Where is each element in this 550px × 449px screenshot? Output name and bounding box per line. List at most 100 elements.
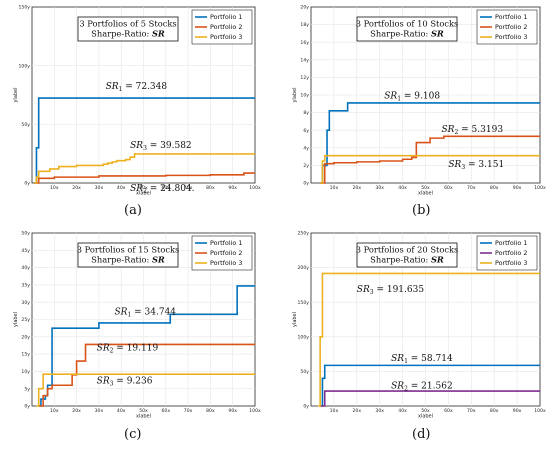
- y-tick-label: 10y: [21, 369, 30, 375]
- sharpe-annotation-1: SR1 = 34.744: [115, 307, 177, 318]
- legend-label-3: Portfolio 3: [495, 259, 527, 267]
- x-tick-label: 40x: [398, 408, 407, 414]
- chart-subtitle: Sharpe-Ratio: SR: [91, 29, 165, 39]
- chart-panel-b: 0y 2y 4y 6y 8y 10y 12y 14y 16y 18y 20y 10x 20x 30x 40x…: [278, 0, 548, 200]
- legend-label-2: Portfolio 2: [210, 249, 242, 257]
- x-tick-label: 50x: [421, 408, 430, 414]
- sharpe-annotation-2: SR2 = 24.804.: [130, 184, 195, 195]
- x-tick-label: 30x: [375, 408, 384, 414]
- x-tick-label: 70x: [184, 408, 193, 414]
- sharpe-annotation-2: SR2 = 19.119: [97, 344, 159, 355]
- series-line-3: [320, 154, 540, 184]
- x-tick-label: 30x: [95, 185, 104, 191]
- legend-label-1: Portfolio 1: [210, 239, 242, 247]
- chart-title: 3 Portfolios of 5 Stocks: [79, 19, 176, 29]
- y-tick-label: 16y: [300, 40, 309, 46]
- x-tick-label: 40x: [117, 408, 126, 414]
- title-box: [77, 242, 179, 268]
- series-line-2: [34, 172, 255, 184]
- y-tick-label: 250y: [298, 231, 310, 237]
- chart-title: 3 Portfolios of 20 Stocks: [356, 245, 459, 255]
- legend-label-2: Portfolio 2: [210, 23, 242, 31]
- sharpe-annotation-1: SR1 = 72.348: [106, 82, 168, 93]
- sharpe-annotation-1: SR1 = 9.108: [384, 92, 440, 103]
- sharpe-annotation-3: SR3 = 39.582: [130, 141, 192, 152]
- title-box: [356, 242, 458, 268]
- x-tick-label: 20x: [72, 408, 81, 414]
- y-tick-label: 6y: [303, 128, 309, 134]
- y-tick-label: 150y: [19, 5, 31, 11]
- y-tick-label: 20y: [300, 5, 309, 11]
- x-tick-label: 60x: [444, 408, 453, 414]
- y-tick-label: 5y: [24, 386, 30, 392]
- y-tick-label: 12y: [300, 75, 309, 81]
- x-tick-label: 90x: [513, 408, 522, 414]
- y-tick-label: 0y: [24, 181, 30, 187]
- y-tick-label: 150y: [298, 300, 310, 306]
- x-tick-label: 70x: [467, 408, 476, 414]
- x-tick-label: 100x: [249, 408, 261, 414]
- x-tick-label: 10x: [50, 185, 59, 191]
- series-line-2: [38, 343, 255, 407]
- x-tick-label: 100x: [249, 185, 261, 191]
- caption-b: (b): [412, 203, 431, 218]
- series-line-2: [320, 390, 540, 407]
- x-tick-label: 70x: [467, 185, 476, 191]
- chart-svg-a: 0y 50y 100y 150y 10x 20x 30x 40x 50x 60x 70x 80x 90x…: [13, 5, 261, 197]
- x-tick-label: 10x: [330, 408, 339, 414]
- x-axis-label: xlabel: [418, 414, 433, 420]
- chart-svg-b: 0y 2y 4y 6y 8y 10y 12y 14y 16y 18y 20y 10x 20x 30x 40x…: [292, 5, 546, 197]
- chart-svg-d: 0y 50y 100y 150y 200y 250y 10x 20x 30x 40x 50x 60x 7…: [292, 231, 546, 420]
- x-tick-label: 90x: [228, 185, 237, 191]
- y-axis-label: ylabel: [13, 87, 19, 102]
- title-box: [356, 16, 458, 42]
- y-axis-label: ylabel: [292, 312, 298, 327]
- sharpe-annotation-3: SR3 = 9.236: [97, 377, 153, 388]
- x-tick-label: 50x: [139, 408, 148, 414]
- chart-panel-a: 0y 50y 100y 150y 10x 20x 30x 40x 50x 60x 70x 80x 90x…: [0, 0, 270, 200]
- x-tick-label: 60x: [162, 185, 171, 191]
- y-tick-label: 0y: [303, 404, 309, 410]
- series-line-3: [317, 272, 540, 407]
- sharpe-annotation-2: SR2 = 5.3193: [442, 125, 504, 136]
- chart-panel-d: 0y 50y 100y 150y 200y 250y 10x 20x 30x 40x 50x 60x 7…: [278, 228, 548, 420]
- y-axis-label: ylabel: [13, 312, 19, 327]
- chart-title: 3 Portfolios of 15 Stocks: [77, 245, 180, 255]
- x-tick-label: 20x: [353, 408, 362, 414]
- y-tick-label: 0y: [24, 404, 30, 410]
- x-tick-label: 10x: [330, 185, 339, 191]
- sharpe-annotation-3: SR3 = 191.635: [357, 285, 425, 296]
- y-tick-label: 2y: [303, 163, 309, 169]
- x-tick-label: 70x: [184, 185, 193, 191]
- y-tick-label: 10y: [300, 93, 309, 99]
- title-box: [77, 16, 179, 42]
- chart-subtitle: Sharpe-Ratio: SR: [370, 29, 444, 39]
- y-tick-label: 45y: [21, 248, 30, 254]
- x-tick-label: 80x: [206, 185, 215, 191]
- chart-title: 3 Portfolios of 10 Stocks: [356, 19, 459, 29]
- legend-label-3: Portfolio 3: [495, 33, 527, 41]
- x-tick-label: 40x: [398, 185, 407, 191]
- x-tick-label: 40x: [117, 185, 126, 191]
- y-tick-label: 100y: [19, 63, 31, 69]
- x-tick-label: 60x: [162, 408, 171, 414]
- x-tick-label: 10x: [50, 408, 59, 414]
- y-tick-label: 50y: [300, 369, 309, 375]
- series-line-2: [320, 135, 540, 184]
- x-tick-label: 20x: [72, 185, 81, 191]
- legend-label-1: Portfolio 1: [210, 13, 242, 21]
- caption-d: (d): [412, 427, 431, 442]
- y-tick-label: 25y: [21, 317, 30, 323]
- y-tick-label: 30y: [21, 300, 30, 306]
- chart-svg-c: 0y 5y 10y 15y 20y 25y 30y 35y 40y 45y 50y 10x 20x 30x…: [13, 231, 261, 420]
- y-tick-label: 20y: [21, 334, 30, 340]
- x-axis-label: xlabel: [418, 191, 433, 197]
- x-tick-label: 100x: [534, 185, 546, 191]
- series-line-3: [36, 373, 255, 407]
- chart-subtitle: Sharpe-Ratio: SR: [91, 255, 165, 265]
- y-tick-label: 4y: [303, 145, 309, 151]
- legend-label-1: Portfolio 1: [495, 239, 527, 247]
- y-tick-label: 50y: [21, 231, 30, 237]
- y-axis-label: ylabel: [292, 87, 298, 102]
- y-tick-label: 50y: [21, 122, 30, 128]
